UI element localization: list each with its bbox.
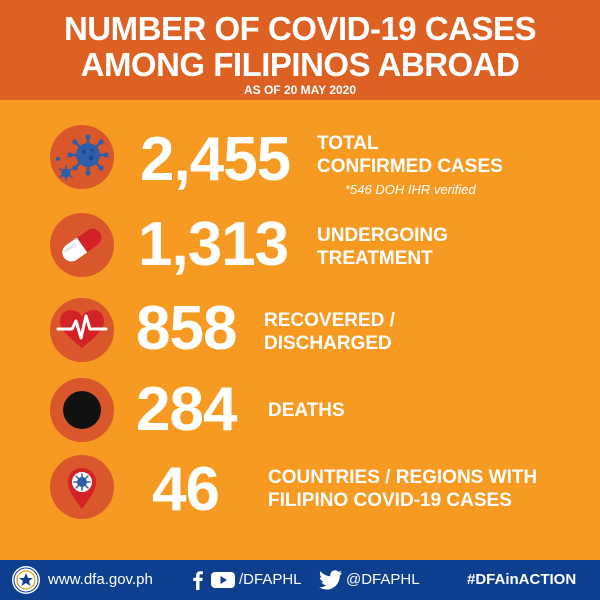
location-pin-virus-icon [50,455,114,519]
website-link[interactable]: www.dfa.gov.ph [48,571,153,588]
countries-value: 46 [152,455,220,524]
recovered-label-line1: RECOVERED / [264,310,395,331]
facebook-icon[interactable] [188,570,208,590]
treatment-value: 1,313 [138,210,289,279]
doh-verified-note: *546 DOH IHR verified [345,182,476,197]
black-circle-icon [50,378,114,442]
virus-icon [50,125,114,189]
recovered-label-line2: DISCHARGED [264,333,392,354]
treatment-label-line2: TREATMENT [317,248,433,269]
deaths-label: DEATHS [268,400,345,421]
twitter-handle[interactable]: @DFAPHL [346,571,420,588]
countries-label-line1: COUNTRIES / REGIONS WITH [268,467,538,488]
deaths-value: 284 [136,375,237,444]
countries-label-line2: FILIPINO COVID-19 CASES [268,490,512,511]
treatment-label-line1: UNDERGOING [317,225,448,246]
total-cases-label-line2: CONFIRMED CASES [317,156,503,177]
heartbeat-icon [50,298,114,362]
hashtag: #DFAinACTION [467,571,577,588]
page-title-line2: AMONG FILIPINOS ABROAD [80,46,520,83]
dfa-seal-icon [12,566,40,594]
facebook-youtube-handle[interactable]: /DFAPHL [239,571,302,588]
total-cases-value: 2,455 [140,125,291,194]
recovered-value: 858 [136,294,237,363]
as-of-date: AS OF 20 MAY 2020 [243,83,357,97]
capsule-icon [50,213,114,277]
twitter-icon[interactable] [319,570,343,590]
total-cases-label-line1: TOTAL [317,133,379,154]
footer-bar: www.dfa.gov.ph /DFAPHL @DFAPHL #DFAinACT… [0,560,600,600]
youtube-icon[interactable] [210,570,236,590]
header-banner: NUMBER OF COVID-19 CASES AMONG FILIPINOS… [0,0,600,100]
page-title-line1: NUMBER OF COVID-19 CASES [63,10,537,47]
